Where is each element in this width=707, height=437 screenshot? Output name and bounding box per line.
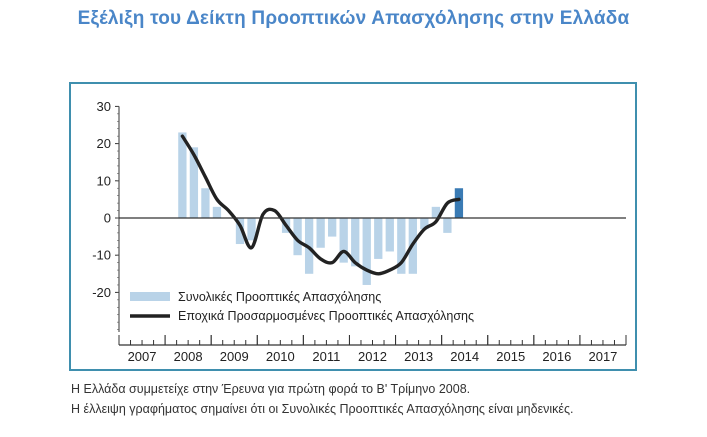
bar-2009-Q3	[235, 218, 245, 245]
x-tick-label-2014: 2014	[450, 349, 479, 364]
bar-2011-Q2	[316, 218, 325, 248]
bar-2008-Q4	[201, 188, 210, 218]
x-tick-label-2013: 2013	[404, 349, 433, 364]
footnote-first-participation: Η Ελλάδα συμμετείχε στην Έρευνα για πρώτ…	[71, 382, 471, 396]
footnote-missing-bars: Η έλλειψη γραφήματος σημαίνει ότι οι Συν…	[71, 402, 574, 416]
x-tick-label-2010: 2010	[266, 349, 295, 364]
seasonally-adjusted-line	[180, 134, 461, 276]
bar-2014-Q2	[454, 188, 464, 218]
bar-2008-Q3	[189, 147, 199, 218]
x-tick-label-2009: 2009	[220, 349, 249, 364]
x-tick-label-2011: 2011	[312, 349, 340, 364]
y-tick-label: 10	[97, 173, 111, 188]
x-tick-label-2015: 2015	[496, 349, 525, 364]
bar-2012-Q2	[362, 218, 371, 285]
bar-2010-Q4	[293, 218, 302, 256]
bar-2009-Q4	[247, 218, 256, 241]
bar-2008-Q2	[178, 132, 187, 218]
x-tick-label-2016: 2016	[542, 349, 571, 364]
bar-2013-Q4	[431, 206, 441, 218]
chart-title: Εξέλιξη του Δείκτη Προοπτικών Απασχόληση…	[77, 8, 630, 29]
bar-2012-Q3	[374, 218, 383, 259]
x-tick-label-2007: 2007	[128, 349, 157, 364]
bar-2012-Q1	[351, 218, 360, 267]
y-tick-label: 20	[97, 136, 111, 151]
y-tick-label: -20	[92, 285, 111, 300]
bar-2013-Q1	[397, 218, 406, 274]
y-tick-label: 0	[104, 211, 111, 226]
legend-label-bars: Συνολικές Προοπτικές Απασχόλησης	[178, 290, 381, 304]
bar-2011-Q3	[328, 218, 337, 237]
bar-2011-Q4	[339, 218, 348, 263]
legend-label-line: Εποχικά Προσαρμοσμένες Προοπτικές Απασχό…	[178, 309, 474, 323]
bar-2013-Q3	[420, 218, 429, 230]
y-tick-label: -10	[92, 248, 111, 263]
bar-2012-Q4	[385, 218, 394, 252]
chart-frame	[69, 82, 637, 371]
x-tick-label-2017: 2017	[588, 349, 617, 364]
bar-2009-Q1	[212, 206, 222, 218]
y-tick-label: 30	[97, 99, 111, 114]
bar-2014-Q1	[443, 218, 452, 233]
x-tick-label-2008: 2008	[174, 349, 203, 364]
legend-swatch-bars	[130, 292, 170, 301]
x-tick-label-2012: 2012	[358, 349, 387, 364]
